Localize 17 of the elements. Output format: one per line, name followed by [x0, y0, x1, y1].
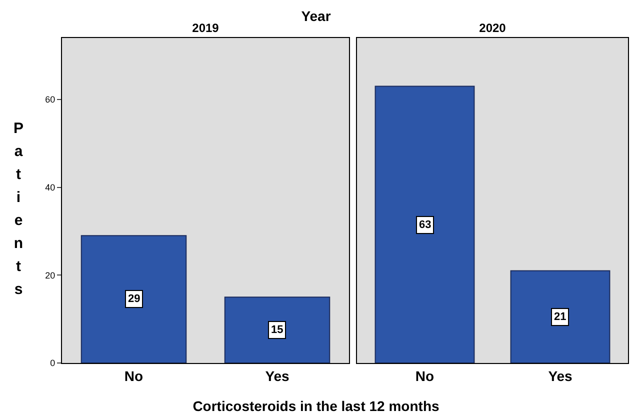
- y-tick-label: 0: [50, 358, 56, 368]
- x-tick-label: No: [124, 368, 144, 384]
- y-tick-label: 40: [45, 182, 56, 192]
- data-label: 21: [554, 311, 566, 323]
- x-tick-label: Yes: [548, 368, 573, 384]
- chart-title: 2019: [192, 21, 220, 36]
- data-label: 63: [419, 219, 432, 231]
- x-tick-label: Yes: [265, 368, 290, 384]
- data-label: 15: [271, 324, 284, 336]
- y-tick-label: 20: [45, 270, 56, 280]
- y-tick-label: 60: [45, 94, 56, 105]
- data-label: 29: [128, 293, 140, 305]
- x-axis-title: Corticosteroids in the last 12 months: [192, 398, 440, 414]
- text: Year: [301, 8, 331, 24]
- y-axis-title: Patients: [10, 120, 27, 304]
- chart-title: 2020: [479, 21, 506, 36]
- x-tick-label: No: [415, 368, 434, 384]
